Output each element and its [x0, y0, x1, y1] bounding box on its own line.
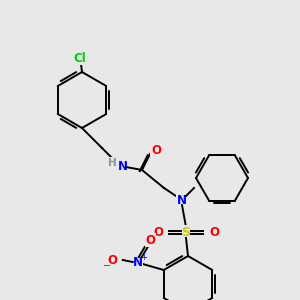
Text: Cl: Cl	[74, 52, 86, 64]
Text: S: S	[182, 226, 190, 238]
Text: O: O	[151, 143, 161, 157]
Text: N: N	[118, 160, 128, 173]
Text: −: −	[103, 261, 111, 271]
Text: O: O	[108, 254, 118, 266]
Text: O: O	[209, 226, 219, 238]
Text: +: +	[140, 253, 147, 262]
Text: O: O	[153, 226, 163, 238]
Text: H: H	[108, 158, 116, 168]
Text: N: N	[133, 256, 143, 268]
Text: O: O	[146, 233, 156, 247]
Text: N: N	[177, 194, 187, 206]
